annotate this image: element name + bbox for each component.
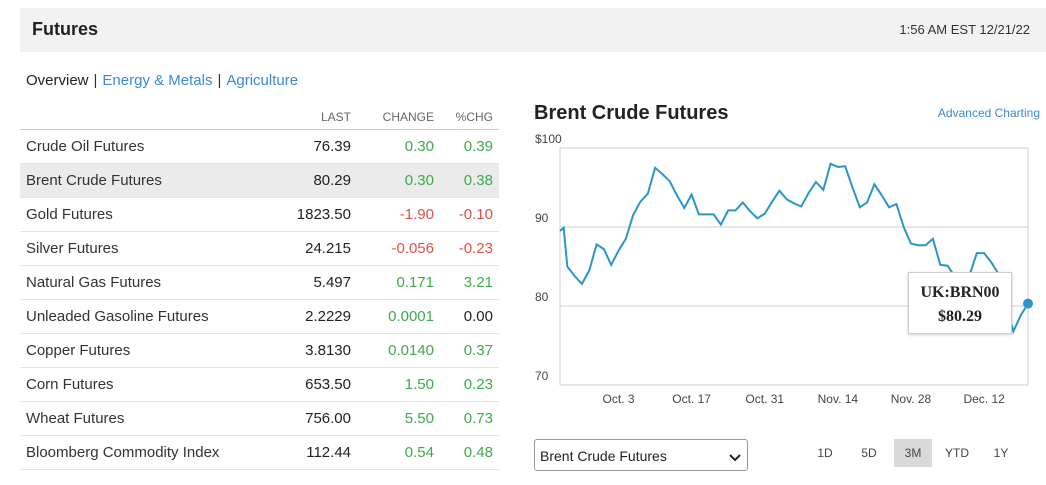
row-pct-change: 0.38 — [463, 172, 493, 189]
x-tick-label: Oct. 17 — [672, 392, 711, 406]
y-tick-label: $100 — [535, 132, 562, 146]
table-row[interactable]: Silver Futures 24.215 -0.056 -0.23 — [20, 232, 499, 266]
table-row[interactable]: Wheat Futures 756.00 5.50 0.73 — [20, 402, 499, 436]
row-last: 1823.50 — [296, 206, 351, 223]
timestamp: 1:56 AM EST 12/21/22 — [899, 22, 1030, 37]
tab-bar: Overview | Energy & Metals | Agriculture — [26, 72, 298, 89]
tab-energy-metals[interactable]: Energy & Metals — [102, 72, 213, 89]
x-tick-label: Nov. 14 — [818, 392, 859, 406]
row-name[interactable]: Crude Oil Futures — [26, 138, 145, 155]
tab-separator: | — [217, 72, 222, 89]
y-tick-label: 70 — [535, 369, 549, 383]
x-tick-label: Nov. 28 — [891, 392, 932, 406]
row-last: 112.44 — [306, 444, 351, 461]
futures-table: LAST CHANGE %CHG Crude Oil Futures 76.39 0… — [20, 106, 499, 470]
table-row[interactable]: Crude Oil Futures 76.39 0.30 0.39 — [20, 130, 499, 164]
row-change: 0.54 — [404, 444, 434, 461]
row-last: 2.2229 — [305, 308, 351, 325]
row-change: 0.0140 — [388, 342, 434, 359]
row-name[interactable]: Silver Futures — [26, 240, 119, 257]
table-row[interactable]: Gold Futures 1823.50 -1.90 -0.10 — [20, 198, 499, 232]
row-pct-change: 3.21 — [463, 274, 493, 291]
row-name[interactable]: Gold Futures — [26, 206, 113, 223]
chart-tooltip: UK:BRN00 $80.29 — [908, 272, 1012, 334]
row-change: 1.50 — [404, 376, 434, 393]
row-change: 5.50 — [404, 410, 434, 427]
row-change: 0.0001 — [388, 308, 434, 325]
row-pct-change: -0.10 — [458, 206, 493, 223]
row-pct-change: 0.39 — [463, 138, 493, 155]
range-selector: 1D 5D 3M YTD 1Y — [806, 439, 1026, 467]
tab-separator: | — [93, 72, 98, 89]
row-pct-change: 0.00 — [463, 308, 493, 325]
tooltip-symbol: UK:BRN00 — [920, 284, 1000, 301]
row-pct-change: 0.48 — [463, 444, 493, 461]
row-last: 3.8130 — [305, 342, 351, 359]
row-name[interactable]: Corn Futures — [26, 376, 114, 393]
table-header: LAST CHANGE %CHG — [20, 106, 499, 130]
y-tick-label: 80 — [535, 290, 549, 304]
tab-agriculture[interactable]: Agriculture — [226, 72, 299, 89]
table-row[interactable]: Unleaded Gasoline Futures 2.2229 0.0001 0.0… — [20, 300, 499, 334]
row-last: 24.215 — [305, 240, 351, 257]
row-name[interactable]: Unleaded Gasoline Futures — [26, 308, 209, 325]
range-1y-button[interactable]: 1Y — [993, 446, 1009, 460]
row-change: 0.30 — [404, 172, 434, 189]
tab-overview[interactable]: Overview — [26, 72, 89, 89]
row-name[interactable]: Copper Futures — [26, 342, 131, 359]
row-name[interactable]: Natural Gas Futures — [26, 274, 162, 291]
chevron-down-icon — [729, 450, 741, 466]
row-pct-change: 0.23 — [463, 376, 493, 393]
chart-title: Brent Crude Futures — [534, 102, 729, 124]
tooltip-price: $80.29 — [938, 308, 982, 325]
row-name[interactable]: Bloomberg Commodity Index — [26, 444, 220, 461]
range-3m-button[interactable]: 3M — [894, 439, 932, 467]
row-change: -0.056 — [391, 240, 434, 257]
x-tick-label: Oct. 31 — [745, 392, 784, 406]
range-1d-button[interactable]: 1D — [817, 446, 833, 460]
contract-select[interactable]: Brent Crude Futures — [534, 439, 748, 471]
row-last: 653.50 — [305, 376, 351, 393]
x-tick-label: Dec. 12 — [963, 392, 1005, 406]
row-name[interactable]: Wheat Futures — [26, 410, 125, 427]
table-row[interactable]: Corn Futures 653.50 1.50 0.23 — [20, 368, 499, 402]
last-point-marker — [1023, 298, 1033, 309]
row-pct-change: -0.23 — [458, 240, 493, 257]
x-tick-label: Oct. 3 — [602, 392, 634, 406]
row-last: 76.39 — [313, 138, 351, 155]
row-last: 5.497 — [313, 274, 351, 291]
series-line — [559, 162, 1029, 335]
column-header-change: CHANGE — [382, 110, 434, 124]
advanced-charting-link[interactable]: Advanced Charting — [937, 106, 1040, 120]
row-change: -1.90 — [399, 206, 434, 223]
table-row[interactable]: Bloomberg Commodity Index 112.44 0.54 0.48 — [20, 436, 499, 470]
row-last: 756.00 — [305, 410, 351, 427]
range-ytd-button[interactable]: YTD — [945, 446, 969, 460]
row-change: 0.30 — [404, 138, 434, 155]
page-title: Futures — [32, 19, 99, 39]
row-pct-change: 0.73 — [463, 410, 493, 427]
table-row[interactable]: Copper Futures 3.8130 0.0140 0.37 — [20, 334, 499, 368]
table-row[interactable]: Natural Gas Futures 5.497 0.171 3.21 — [20, 266, 499, 300]
row-name[interactable]: Brent Crude Futures — [26, 172, 162, 189]
row-change: 0.171 — [396, 274, 434, 291]
column-header-pct: %CHG — [455, 110, 493, 124]
price-chart[interactable]: $100 90 80 70 Oct. 3 Oct. 17 Oct. 31 Nov. 14 Nov… — [530, 128, 1046, 412]
table-row[interactable]: Brent Crude Futures 80.29 0.30 0.38 — [20, 164, 499, 198]
contract-select-value: Brent Crude Futures — [540, 448, 667, 464]
column-header-last: LAST — [320, 110, 351, 124]
y-tick-label: 90 — [535, 211, 549, 225]
page-header: Futures 1:56 AM EST 12/21/22 — [20, 8, 1046, 52]
range-5d-button[interactable]: 5D — [861, 446, 877, 460]
row-last: 80.29 — [313, 172, 351, 189]
row-pct-change: 0.37 — [463, 342, 493, 359]
